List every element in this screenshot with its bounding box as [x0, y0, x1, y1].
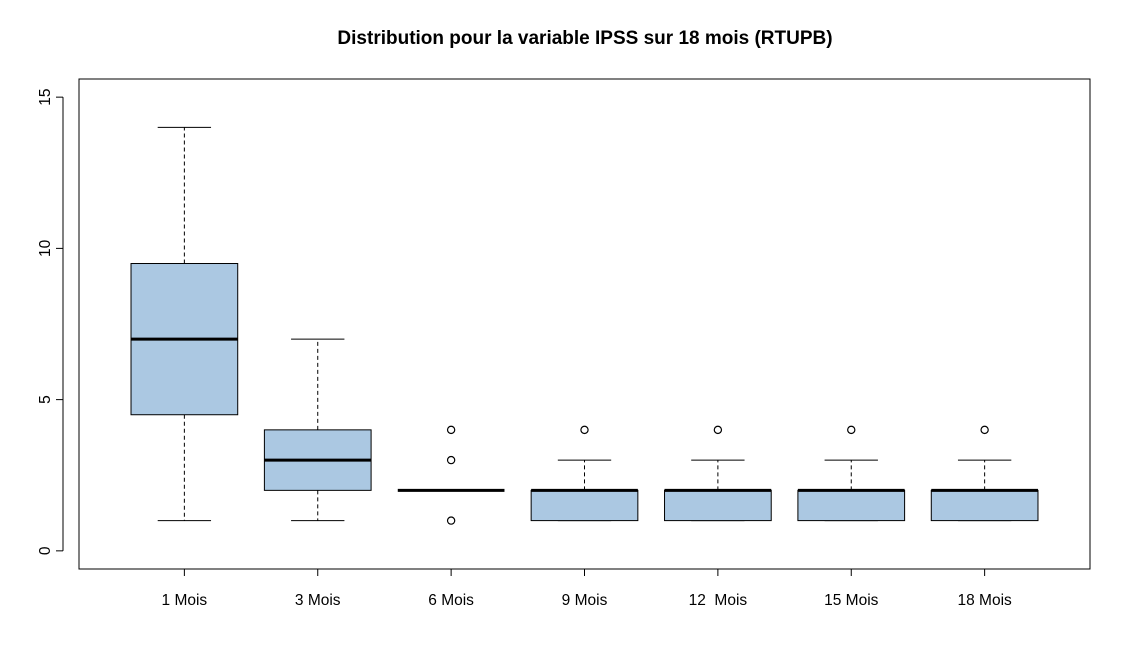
box-2 [263, 338, 372, 522]
box-1 [130, 126, 239, 522]
outlier-point [446, 425, 456, 435]
outlier-point [580, 425, 589, 435]
x-tick-label: 12 Mois [689, 592, 748, 609]
x-axis: 1 Mois 3 Mois 6 Mois 9 Mois 12 Mois 15 Mois 18… [162, 568, 1012, 609]
outlier-point [713, 425, 723, 435]
box-body [930, 489, 1039, 522]
box-6 [797, 425, 906, 522]
box-3 [397, 425, 505, 525]
box-body [664, 489, 772, 522]
outlier-point [847, 425, 856, 435]
outlier-point [980, 425, 989, 435]
box-7 [930, 425, 1039, 522]
chart-title: Distribution pour la variable IPSS sur 1… [337, 28, 833, 49]
x-tick-label: 9 Mois [562, 592, 608, 609]
y-axis: 0 5 10 15 [37, 89, 64, 555]
box-body [797, 489, 906, 522]
box-body [530, 489, 639, 522]
x-tick-label: 18 Mois [957, 592, 1012, 609]
y-tick-label: 10 [37, 239, 54, 257]
x-tick-label: 15 Mois [824, 592, 879, 609]
boxes-group [130, 126, 1039, 525]
box-4 [530, 425, 639, 522]
x-tick-label: 6 Mois [428, 592, 474, 609]
box-5 [664, 425, 772, 522]
outlier-point [446, 455, 456, 465]
x-tick-label: 3 Mois [295, 592, 341, 609]
y-tick-label: 0 [37, 546, 54, 555]
y-tick-label: 15 [37, 89, 54, 106]
outlier-point [446, 516, 456, 525]
x-tick-label: 1 Mois [162, 592, 208, 609]
y-tick-label: 5 [37, 395, 54, 404]
